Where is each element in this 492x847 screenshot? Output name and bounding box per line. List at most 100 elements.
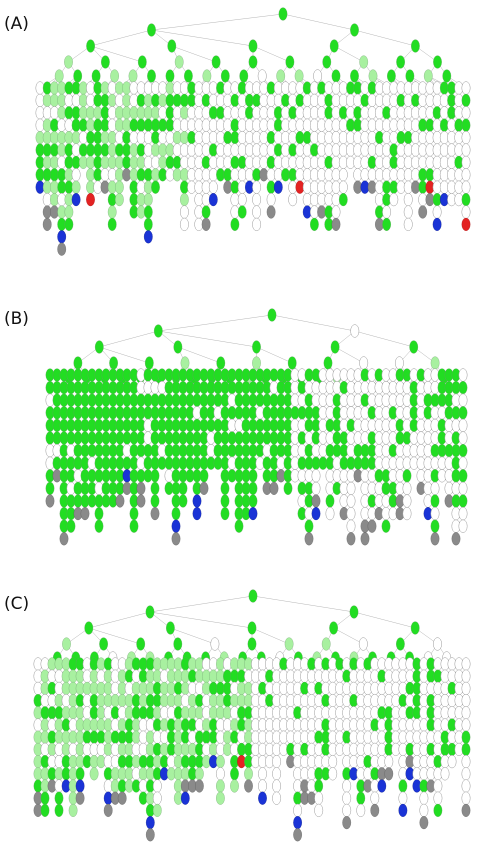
tree-node (266, 192, 276, 207)
tree-node (107, 205, 117, 219)
leaf-node-blue (311, 507, 321, 521)
tree-node (276, 69, 286, 83)
tree-node (338, 193, 348, 207)
leaf-node-blue (273, 180, 283, 194)
tree-node (439, 106, 449, 120)
tree-node (403, 93, 413, 108)
tree-node (91, 69, 101, 83)
tree-node (328, 754, 338, 769)
tree-node (202, 69, 212, 83)
tree-node (447, 754, 457, 769)
leaf-node-gray (50, 205, 59, 219)
tree-node (433, 803, 443, 817)
leaf-node-gray (42, 217, 52, 231)
tree-node (272, 767, 282, 781)
leaf-node-blue (377, 779, 387, 793)
tree-node (50, 81, 59, 95)
tree-node (272, 791, 282, 805)
leaf-node-blue (180, 791, 190, 805)
tree-node (389, 192, 399, 207)
leaf-node-gray (171, 532, 181, 546)
tree-node (461, 118, 471, 132)
leaf-node-red (461, 217, 471, 231)
tree-node (210, 637, 220, 651)
tree-node (137, 55, 147, 69)
tree-node (331, 192, 341, 207)
tree-node (45, 481, 55, 495)
tree-node (184, 69, 193, 83)
tree-node (461, 143, 471, 157)
tree-node (94, 507, 104, 521)
tree-node (410, 621, 420, 635)
tree-node (237, 205, 247, 219)
tree-node (382, 205, 392, 219)
tree-node (387, 69, 396, 83)
tree-node (359, 356, 369, 370)
tree-node (174, 55, 184, 69)
tree-node (304, 519, 314, 533)
tree-node (64, 205, 74, 219)
tree-node (433, 637, 442, 651)
tree-node (338, 180, 348, 194)
tree-node (285, 55, 295, 69)
tree-node (173, 637, 183, 651)
tree-node (248, 494, 258, 508)
tree-node (322, 55, 332, 69)
leaf-node-gray (199, 481, 209, 495)
tree-node (180, 356, 190, 370)
tree-node (150, 469, 160, 483)
tree-node (178, 481, 188, 495)
tree-node (64, 217, 74, 231)
leaf-node-gray (136, 494, 146, 508)
leaf-node-gray (195, 779, 204, 793)
tree-edge (333, 627, 364, 645)
tree-node (144, 356, 154, 370)
panel-label-c: (C) (4, 594, 30, 614)
tree-edge (171, 45, 217, 63)
tree-node (99, 637, 108, 651)
tree-node (122, 106, 131, 120)
tree-node (338, 168, 348, 182)
leaf-node-blue (145, 816, 155, 830)
tree-edge (282, 13, 355, 31)
tree-node (86, 81, 95, 95)
tree-node (230, 205, 240, 219)
tree-node (258, 779, 267, 793)
tree-node (230, 81, 240, 95)
leaf-node-gray (346, 532, 356, 546)
tree-node (370, 791, 380, 805)
tree-node (433, 55, 442, 69)
tree-node (239, 69, 249, 83)
tree-node (461, 706, 471, 720)
tree-node (432, 205, 442, 219)
tree-node (50, 93, 59, 107)
tree-panel-a: (A) (0, 0, 492, 270)
leaf-node-gray (80, 507, 90, 521)
leaf-node-blue (192, 494, 202, 508)
tree-node (430, 519, 440, 533)
tree-node (257, 69, 267, 83)
tree-node (86, 155, 95, 169)
tree-node (461, 81, 471, 95)
tree-node (461, 205, 471, 219)
tree-node (173, 340, 183, 354)
tree-node (419, 791, 429, 805)
tree-node (73, 356, 83, 370)
tree-node (86, 106, 95, 120)
tree-node (329, 39, 339, 53)
tree-node (258, 767, 267, 781)
tree-node (396, 55, 405, 69)
tree-node (86, 168, 95, 182)
tree-node (402, 494, 412, 508)
tree-node (442, 69, 452, 83)
tree-edge (149, 595, 254, 613)
tree-node (461, 193, 471, 207)
tree-root-node (267, 308, 277, 322)
tree-edge (271, 314, 355, 332)
tree-edge (334, 346, 364, 364)
tree-node (101, 55, 110, 69)
tree-node (230, 217, 240, 231)
panel-label-a: (A) (4, 14, 29, 34)
tree-node (158, 81, 168, 95)
tree-node (458, 481, 468, 496)
